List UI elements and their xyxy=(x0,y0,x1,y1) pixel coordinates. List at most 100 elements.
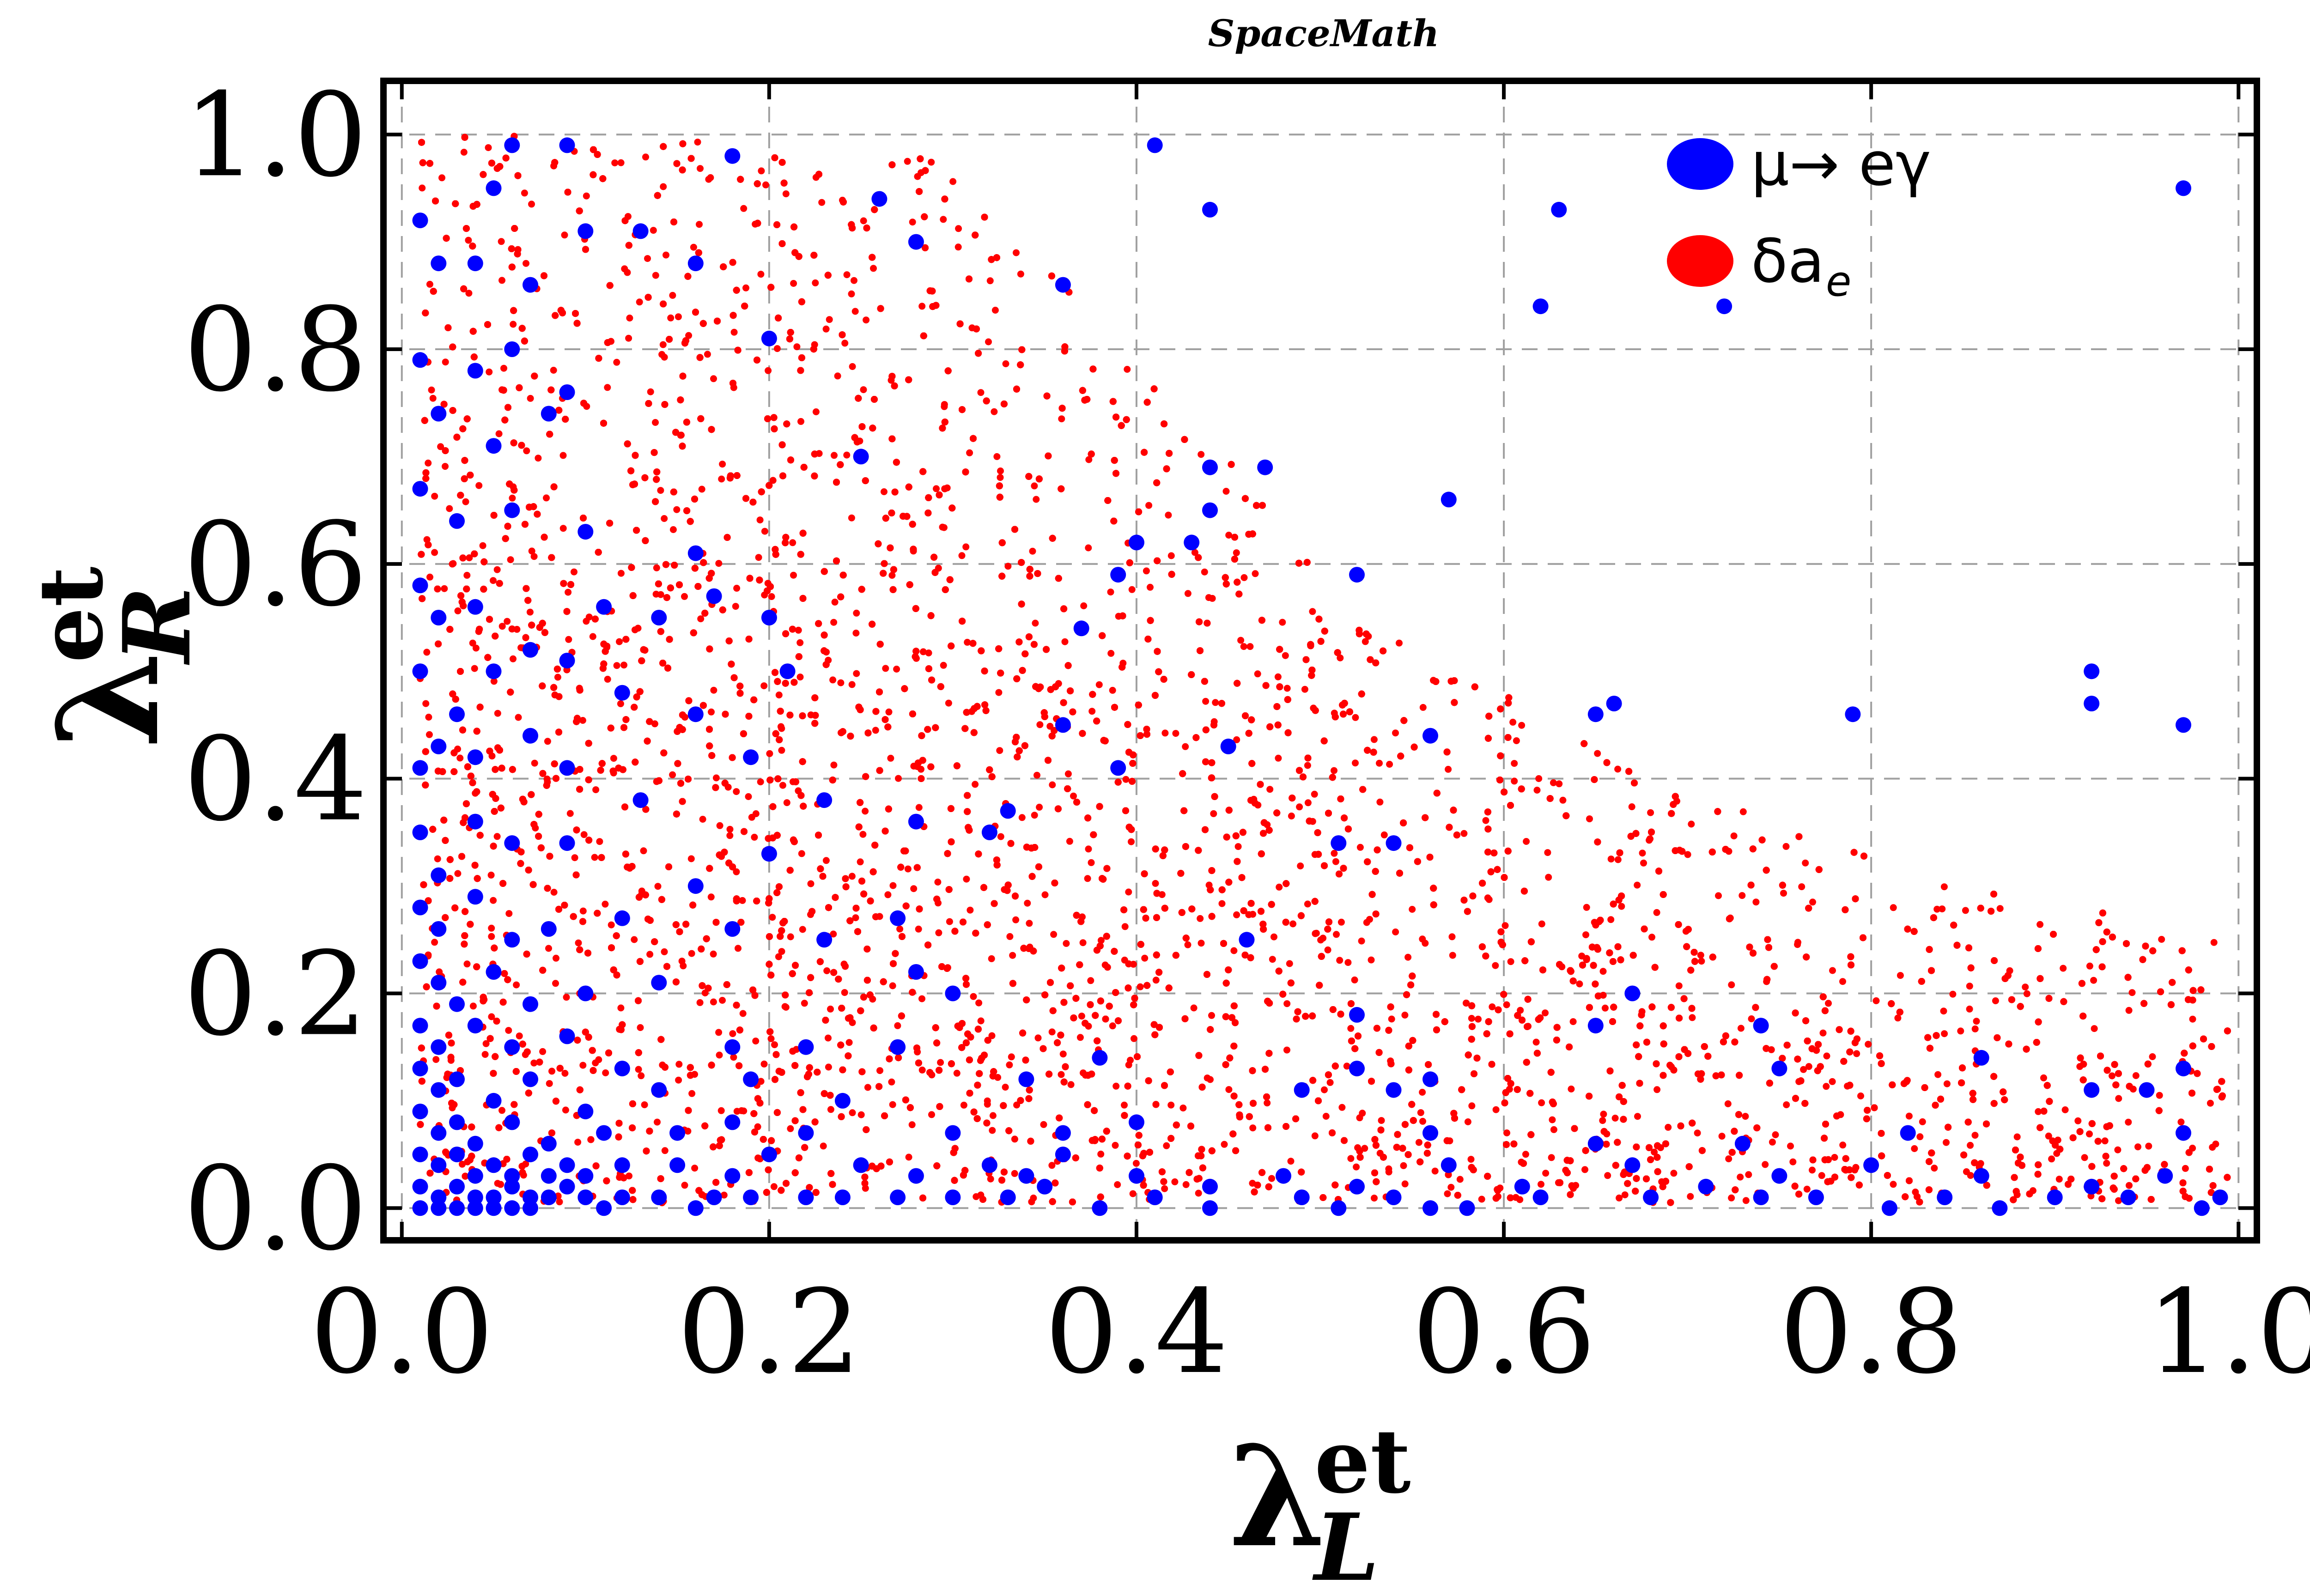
data-point-red xyxy=(834,372,841,380)
data-point-red xyxy=(482,1040,490,1047)
data-point-red xyxy=(563,994,570,1001)
data-point-red xyxy=(441,585,448,592)
data-point-red xyxy=(1288,813,1295,819)
data-point-red xyxy=(1028,1198,1035,1206)
data-point-red xyxy=(2086,1130,2093,1138)
data-point-red xyxy=(1634,1113,1641,1120)
data-point-red xyxy=(1070,792,1077,800)
data-point-red xyxy=(1152,977,1160,984)
data-point-red xyxy=(543,775,551,783)
data-point-red xyxy=(1109,1022,1116,1030)
data-point-red xyxy=(1297,862,1304,870)
data-point-red xyxy=(708,708,715,716)
data-point-red xyxy=(1184,941,1191,948)
data-point-red xyxy=(1304,762,1311,769)
data-point-red xyxy=(1201,568,1208,576)
data-point-red xyxy=(680,962,687,970)
data-point-red xyxy=(613,662,620,669)
data-point-red xyxy=(1033,496,1040,503)
data-point-red xyxy=(1378,1117,1385,1124)
data-point-red xyxy=(757,1078,765,1085)
data-point-red xyxy=(904,158,911,165)
data-point-red xyxy=(1304,900,1311,908)
data-point-red xyxy=(1825,1000,1832,1007)
data-point-red xyxy=(1358,937,1365,945)
data-point-red xyxy=(463,571,471,579)
data-point-red xyxy=(1809,1166,1816,1174)
data-point-red xyxy=(690,243,697,251)
data-point-red xyxy=(596,838,603,845)
data-point-red xyxy=(498,623,506,630)
data-point-red xyxy=(1167,1101,1175,1109)
data-point-red xyxy=(1332,858,1339,865)
data-point-red xyxy=(554,674,561,681)
data-point-red xyxy=(954,243,962,251)
data-point-red xyxy=(862,807,869,815)
data-point-red xyxy=(1167,552,1175,559)
data-point-red xyxy=(989,1112,997,1119)
data-point-red xyxy=(848,681,856,688)
data-point-red xyxy=(2103,1159,2110,1167)
data-point-red xyxy=(919,648,927,655)
data-point-red xyxy=(1182,1181,1190,1188)
data-point-red xyxy=(1396,639,1403,647)
data-point-red xyxy=(1008,1053,1015,1061)
data-point-red xyxy=(807,880,815,887)
data-point-red xyxy=(729,1030,736,1038)
data-point-red xyxy=(1520,1160,1527,1167)
data-point-red xyxy=(646,951,654,958)
data-point-red xyxy=(1718,1133,1726,1140)
data-point-red xyxy=(571,568,578,576)
data-point-red xyxy=(2055,1176,2063,1183)
data-point-red xyxy=(946,918,953,925)
data-point-red xyxy=(653,564,660,571)
data-point-red xyxy=(730,1054,737,1061)
data-point-red xyxy=(1109,686,1116,694)
data-point-red xyxy=(1024,899,1031,907)
data-point-red xyxy=(1208,1012,1215,1019)
data-point-red xyxy=(1728,981,1735,989)
data-point-red xyxy=(490,678,498,685)
data-point-red xyxy=(1992,997,1999,1004)
data-point-red xyxy=(681,593,688,600)
data-point-red xyxy=(726,825,734,833)
data-point-red xyxy=(1511,760,1518,767)
data-point-red xyxy=(1419,1117,1426,1125)
data-point-red xyxy=(479,542,486,549)
data-point-red xyxy=(1321,1086,1328,1093)
data-point-red xyxy=(2090,977,2097,984)
data-point-red xyxy=(733,788,740,795)
data-point-red xyxy=(528,200,535,208)
data-point-red xyxy=(1376,759,1383,767)
data-point-red xyxy=(1040,1121,1047,1128)
data-point-red xyxy=(1401,1180,1409,1188)
data-point-red xyxy=(782,190,790,198)
data-point-red xyxy=(851,308,859,315)
data-point-red xyxy=(825,1063,832,1071)
data-point-red xyxy=(1966,1005,1973,1013)
data-point-red xyxy=(1538,1099,1545,1106)
data-point-red xyxy=(2074,1117,2082,1124)
data-point-red xyxy=(777,723,784,730)
data-point-red xyxy=(539,1048,547,1055)
data-point-red xyxy=(1205,594,1212,601)
data-point-red xyxy=(2128,989,2136,996)
data-point-red xyxy=(1475,1015,1482,1023)
data-point-red xyxy=(1538,1181,1544,1188)
data-point-red xyxy=(984,1100,991,1108)
data-point-red xyxy=(423,649,431,656)
data-point-red xyxy=(1787,1142,1794,1150)
data-point-red xyxy=(849,363,856,370)
data-point-red xyxy=(1502,922,1509,929)
data-point-red xyxy=(1971,1132,1979,1139)
data-point-red xyxy=(909,218,916,226)
data-point-red xyxy=(997,833,1004,840)
data-point-red xyxy=(826,316,833,323)
data-point-red xyxy=(934,879,942,886)
data-point-red xyxy=(887,754,894,762)
data-point-red xyxy=(1415,1139,1422,1146)
data-point-red xyxy=(710,375,717,382)
data-point-red xyxy=(853,670,860,677)
data-point-red xyxy=(510,321,517,328)
data-point-red xyxy=(1445,765,1452,773)
